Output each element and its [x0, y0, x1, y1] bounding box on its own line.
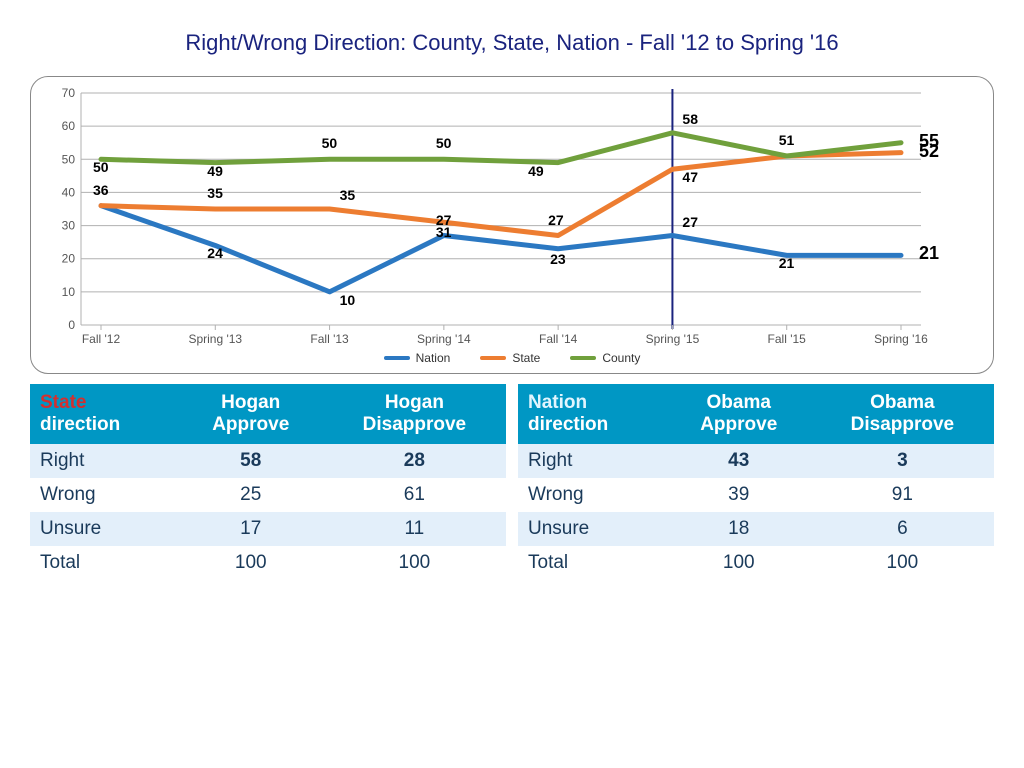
table-row: Right 43 3 [518, 444, 994, 478]
svg-text:70: 70 [62, 87, 76, 100]
data-label: 50 [322, 135, 338, 151]
legend-label: Nation [416, 351, 451, 365]
data-label: 51 [779, 132, 795, 148]
row-label: Unsure [518, 512, 667, 546]
legend-label: County [602, 351, 640, 365]
svg-text:20: 20 [62, 252, 76, 266]
data-label: 27 [548, 212, 564, 228]
state-direction-table: Statedirection HoganApprove HoganDisappr… [30, 384, 506, 580]
row-label: Total [30, 546, 179, 580]
cell: 100 [179, 546, 323, 580]
data-label: 49 [207, 163, 223, 179]
data-label: 50 [93, 159, 109, 175]
cell: 17 [179, 512, 323, 546]
legend-item: Nation [384, 351, 451, 365]
table-row: Total 100 100 [518, 546, 994, 580]
legend-item: County [570, 351, 640, 365]
legend-swatch [384, 356, 410, 360]
row-label: Wrong [518, 478, 667, 512]
data-label: 23 [550, 251, 566, 267]
legend-item: State [480, 351, 540, 365]
table-row: Wrong 39 91 [518, 478, 994, 512]
svg-text:Fall '15: Fall '15 [768, 332, 807, 346]
tables-row: Statedirection HoganApprove HoganDisappr… [30, 384, 994, 580]
svg-text:40: 40 [62, 185, 76, 199]
row-label: Unsure [30, 512, 179, 546]
data-label: 47 [682, 169, 698, 185]
svg-text:0: 0 [68, 318, 75, 332]
cell: 39 [667, 478, 811, 512]
table-header: HoganApprove [179, 384, 323, 444]
svg-text:Fall '13: Fall '13 [310, 332, 349, 346]
svg-text:10: 10 [62, 285, 76, 299]
table-header: ObamaDisapprove [811, 384, 994, 444]
row-label: Right [518, 444, 667, 478]
table-row: Wrong 25 61 [30, 478, 506, 512]
svg-text:50: 50 [62, 152, 76, 166]
data-label: 24 [207, 245, 223, 261]
cell: 100 [667, 546, 811, 580]
end-label: 21 [919, 243, 939, 264]
svg-text:Spring '15: Spring '15 [646, 332, 700, 346]
legend-label: State [512, 351, 540, 365]
svg-text:Spring '16: Spring '16 [874, 332, 928, 346]
data-label: 49 [528, 163, 544, 179]
svg-text:60: 60 [62, 119, 76, 133]
table-header: Nationdirection [518, 384, 667, 444]
data-label: 58 [682, 111, 698, 127]
cell: 100 [323, 546, 506, 580]
table-row: Total 100 100 [30, 546, 506, 580]
legend-swatch [570, 356, 596, 360]
cell: 6 [811, 512, 994, 546]
row-label: Total [518, 546, 667, 580]
svg-text:Fall '12: Fall '12 [82, 332, 121, 346]
svg-text:Spring '13: Spring '13 [188, 332, 242, 346]
svg-text:30: 30 [62, 219, 76, 233]
cell: 28 [323, 444, 506, 478]
cell: 91 [811, 478, 994, 512]
table-row: Unsure 17 11 [30, 512, 506, 546]
data-label: 35 [207, 185, 223, 201]
chart-legend: Nation State County [51, 347, 973, 367]
table-row: Unsure 18 6 [518, 512, 994, 546]
data-label: 27 [682, 214, 698, 230]
table-row: Right 58 28 [30, 444, 506, 478]
table-header: HoganDisapprove [323, 384, 506, 444]
cell: 18 [667, 512, 811, 546]
page-title: Right/Wrong Direction: County, State, Na… [30, 30, 994, 56]
svg-text:Fall '14: Fall '14 [539, 332, 578, 346]
cell: 58 [179, 444, 323, 478]
svg-text:Spring '14: Spring '14 [417, 332, 471, 346]
nation-direction-table: Nationdirection ObamaApprove ObamaDisapp… [518, 384, 994, 580]
data-label: 21 [779, 255, 795, 271]
data-label: 35 [340, 187, 356, 203]
cell: 25 [179, 478, 323, 512]
cell: 61 [323, 478, 506, 512]
data-label: 10 [340, 292, 356, 308]
row-label: Right [30, 444, 179, 478]
cell: 43 [667, 444, 811, 478]
data-label: 31 [436, 224, 452, 240]
data-label: 50 [436, 135, 452, 151]
data-label: 36 [93, 182, 109, 198]
table-header: ObamaApprove [667, 384, 811, 444]
cell: 11 [323, 512, 506, 546]
line-chart-container: 0 10 20 30 40 50 60 70 Fall '12 Spring '13 Fall '1… [30, 76, 994, 374]
row-label: Wrong [30, 478, 179, 512]
line-chart-svg: 0 10 20 30 40 50 60 70 Fall '12 Spring '13 Fall '1… [51, 87, 931, 347]
cell: 100 [811, 546, 994, 580]
legend-swatch [480, 356, 506, 360]
cell: 3 [811, 444, 994, 478]
table-header: Statedirection [30, 384, 179, 444]
end-label: 52 [919, 141, 939, 162]
